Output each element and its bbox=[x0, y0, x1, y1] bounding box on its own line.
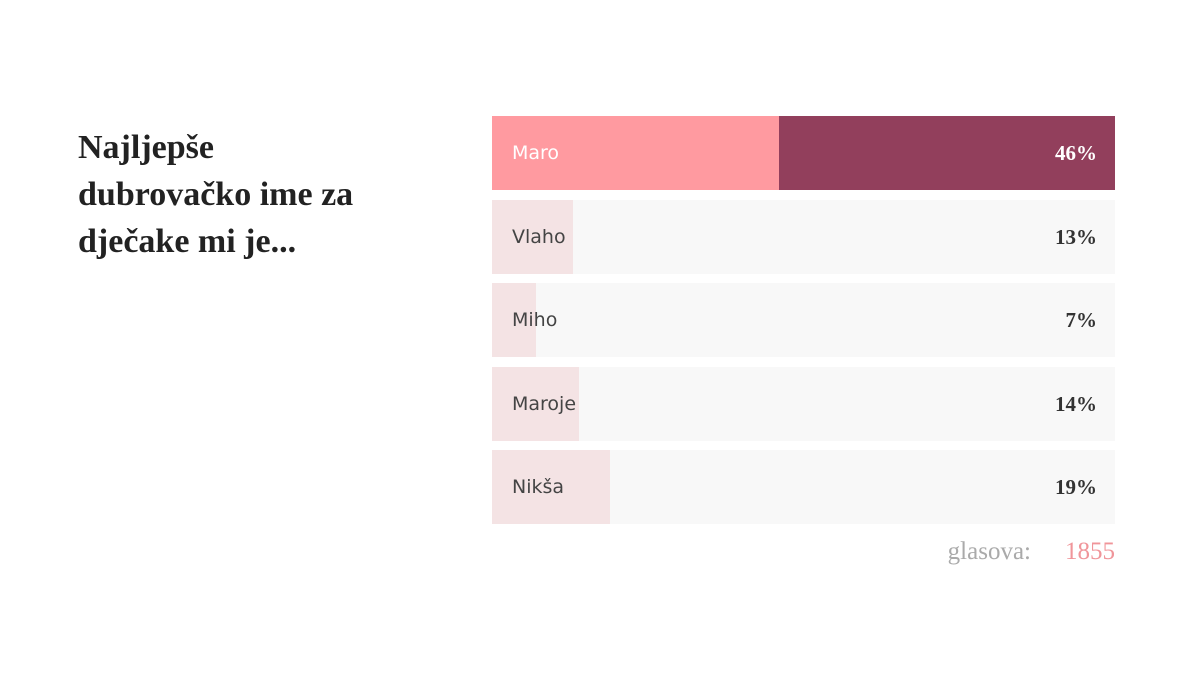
option-label: Maroje bbox=[512, 392, 577, 415]
poll-option[interactable]: Vlaho 13% bbox=[492, 199, 1115, 274]
option-percent: 19% bbox=[1055, 475, 1097, 499]
votes-count: 1855 bbox=[1065, 538, 1115, 565]
votes-label: glasova: bbox=[947, 538, 1031, 565]
poll-options: Maro 46% Vlaho 13% Miho 7% Maroje 14% Nikša 19% bbox=[492, 116, 1115, 534]
option-label: Nikša bbox=[512, 476, 565, 498]
option-percent: 14% bbox=[1055, 391, 1097, 416]
result-bar bbox=[492, 116, 779, 190]
poll-option[interactable]: Maro 46% bbox=[492, 116, 1115, 190]
result-bar bbox=[492, 283, 536, 357]
option-label: Maro bbox=[512, 142, 560, 164]
result-bar bbox=[492, 199, 573, 274]
result-bar bbox=[492, 450, 611, 524]
poll-option[interactable]: Miho 7% bbox=[492, 283, 1115, 357]
poll-option[interactable]: Nikša 19% bbox=[492, 450, 1115, 524]
option-label: Vlaho bbox=[512, 225, 566, 248]
result-bar bbox=[492, 366, 580, 441]
poll-footer: glasova: 1855 bbox=[948, 538, 1115, 566]
poll-option[interactable]: Maroje 14% bbox=[492, 366, 1115, 441]
option-label: Miho bbox=[512, 309, 558, 331]
option-percent: 46% bbox=[1055, 141, 1097, 165]
poll-question: Najljepše dubrovačko ime za dječake mi j… bbox=[78, 129, 354, 260]
option-percent: 13% bbox=[1055, 224, 1097, 249]
option-percent: 7% bbox=[1065, 308, 1098, 332]
